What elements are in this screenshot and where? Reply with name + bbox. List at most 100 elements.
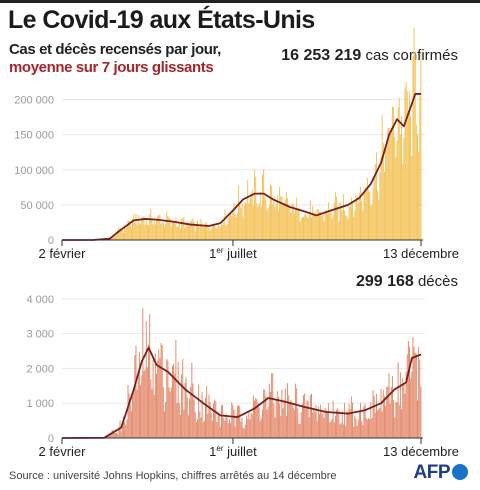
deaths-daily-bar — [124, 421, 126, 438]
deaths-daily-bar — [173, 363, 175, 438]
deaths-daily-bar — [211, 420, 213, 438]
deaths-daily-bar — [317, 406, 319, 438]
deaths-daily-bar — [195, 421, 197, 438]
deaths-daily-bar — [369, 419, 371, 438]
cases-daily-bar — [344, 210, 346, 240]
deaths-daily-bar — [368, 418, 369, 438]
deaths-daily-bar — [375, 393, 377, 438]
cases-daily-bar — [388, 127, 390, 240]
deaths-daily-bar — [148, 344, 150, 438]
deaths-daily-bar — [186, 396, 188, 438]
cases-daily-bar — [145, 217, 147, 240]
cases-daily-bar — [140, 223, 142, 240]
cases-daily-bar — [231, 216, 233, 240]
cases-average-line — [61, 93, 421, 241]
cases-daily-bar — [173, 222, 175, 240]
cases-daily-bar — [285, 192, 287, 240]
cases-daily-bar — [233, 203, 235, 240]
cases-daily-bar — [117, 229, 119, 240]
deaths-daily-bar — [349, 409, 351, 438]
deaths-daily-bar — [113, 433, 115, 438]
cases-daily-bar — [125, 228, 127, 240]
deaths-daily-bar — [136, 389, 138, 438]
cases-daily-bar — [156, 220, 157, 240]
cases-daily-bar — [182, 218, 184, 240]
cases-daily-bar — [378, 199, 380, 240]
deaths-daily-bar — [193, 399, 195, 438]
deaths-daily-bar — [216, 421, 218, 438]
cases-daily-bar — [360, 186, 361, 240]
cases-daily-bar — [291, 204, 293, 240]
deaths-daily-bar — [275, 400, 277, 438]
cases-daily-bar — [304, 214, 306, 240]
deaths-daily-bar — [271, 373, 273, 438]
cases-daily-bar — [144, 225, 146, 240]
cases-daily-bar — [377, 190, 379, 240]
deaths-daily-bar — [258, 407, 260, 438]
cases-daily-bar — [417, 134, 418, 240]
deaths-daily-bar — [226, 417, 228, 438]
cases-daily-bar — [355, 194, 357, 240]
cases-daily-bar — [406, 91, 408, 240]
deaths-daily-bar — [419, 359, 421, 438]
deaths-daily-bar — [247, 419, 249, 438]
cases-daily-bar — [324, 210, 326, 240]
deaths-daily-bar — [307, 401, 309, 438]
cases-daily-bar — [274, 207, 276, 240]
deaths-daily-bar — [158, 349, 160, 438]
cases-daily-bar — [362, 211, 364, 240]
cases-daily-bar — [258, 203, 260, 240]
deaths-daily-bar — [239, 406, 241, 438]
cases-daily-bar — [203, 226, 205, 240]
deaths-daily-bar — [203, 420, 205, 438]
cases-daily-bar — [135, 213, 137, 240]
deaths-daily-bar — [334, 415, 336, 438]
cases-daily-bar — [412, 56, 414, 240]
deaths-daily-bar — [363, 406, 365, 438]
cases-daily-bar — [298, 207, 300, 240]
cases-daily-bar — [346, 216, 348, 240]
deaths-daily-bar — [227, 423, 229, 438]
deaths-daily-bar — [263, 389, 265, 438]
deaths-daily-bar — [170, 387, 172, 438]
deaths-daily-bar — [300, 412, 302, 438]
deaths-daily-bar — [366, 419, 368, 438]
cases-daily-bar — [174, 222, 176, 240]
cases-daily-bar — [235, 216, 237, 240]
deaths-daily-bar — [324, 408, 326, 438]
cases-daily-bar — [263, 168, 265, 240]
cases-daily-bar — [341, 210, 343, 240]
cases-daily-bar — [198, 225, 200, 240]
cases-daily-bar — [399, 134, 401, 240]
cases-daily-bar — [136, 224, 138, 240]
deaths-daily-bar — [305, 406, 307, 438]
cases-daily-bar — [142, 217, 144, 240]
cases-daily-bar — [281, 195, 283, 240]
deaths-daily-bar — [207, 413, 209, 438]
deaths-daily-bar — [372, 390, 374, 438]
subtitle-line-1: Cas et décès recensés par jour, — [9, 41, 221, 58]
deaths-daily-bar — [315, 405, 317, 438]
cases-daily-bar — [227, 218, 229, 240]
cases-daily-bar — [267, 208, 269, 240]
cases-daily-bar — [152, 224, 154, 240]
deaths-daily-bar — [182, 358, 184, 438]
cases-daily-bar — [244, 201, 246, 240]
cases-daily-bar — [292, 203, 294, 240]
cases-daily-bar — [206, 222, 208, 240]
deaths-daily-bar — [228, 419, 230, 438]
cases-daily-bar — [331, 218, 333, 240]
cases-daily-bar — [385, 149, 387, 240]
cases-daily-bar — [264, 197, 266, 240]
cases-daily-bar — [307, 217, 309, 240]
deaths-daily-bar — [236, 406, 238, 438]
deaths-daily-bar — [156, 373, 157, 438]
deaths-daily-bar — [355, 418, 357, 438]
deaths-daily-bar — [409, 346, 410, 438]
cases-daily-bar — [110, 238, 112, 240]
deaths-total: 299 168 décès — [356, 273, 458, 291]
deaths-daily-bar — [234, 426, 236, 438]
deaths-daily-bar — [411, 371, 413, 438]
cases-daily-bar — [166, 211, 168, 240]
cases-daily-bar — [259, 191, 261, 240]
